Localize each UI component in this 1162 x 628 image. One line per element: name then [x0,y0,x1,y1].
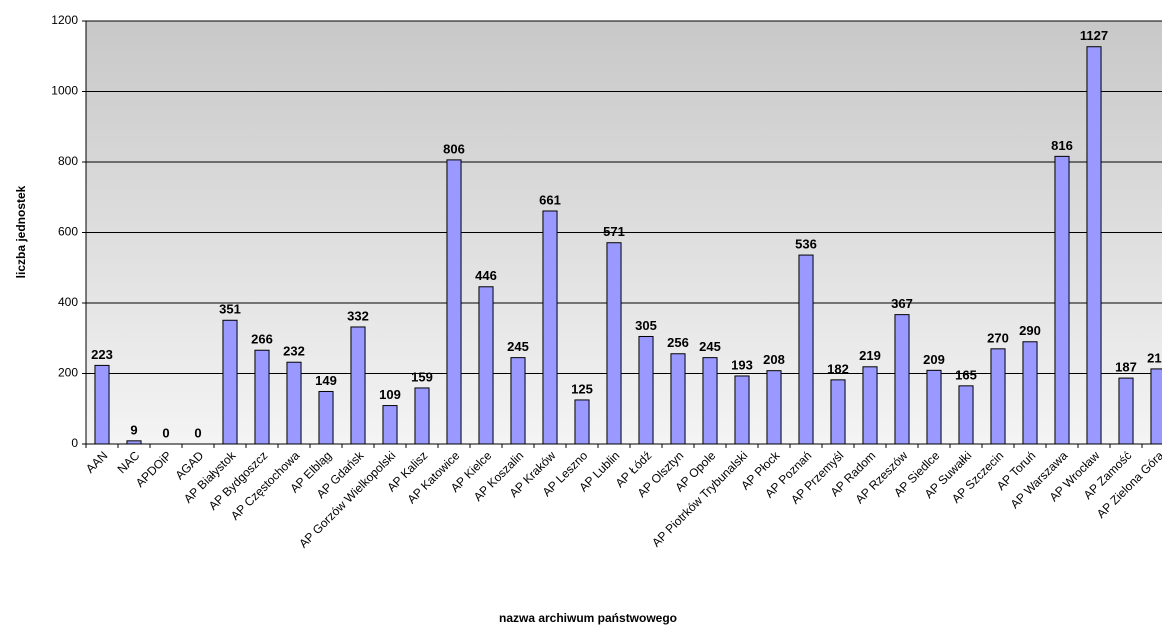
value-label: 213 [1147,350,1162,365]
value-label: 245 [699,339,721,354]
value-label: 270 [987,330,1009,345]
bar [1022,341,1038,445]
value-label: 571 [603,224,625,239]
y-tick-label: 1200 [51,13,78,27]
value-label: 446 [475,268,497,283]
bar [382,405,398,445]
value-label: 816 [1051,138,1073,153]
y-tick-label: 200 [58,366,78,380]
bar [478,286,494,445]
value-label: 351 [219,302,241,317]
bar [958,385,974,445]
bar [862,366,878,445]
y-tick-label: 400 [58,295,78,309]
value-label: 219 [859,348,881,363]
value-label: 208 [763,352,785,367]
x-tick-label: AAN [83,448,110,475]
bar [414,387,430,445]
y-axis-title: liczba jednostek [14,185,28,278]
value-label: 245 [507,339,529,354]
x-tick-label: NAC [115,448,143,476]
value-label: 109 [379,387,401,402]
bar [670,353,686,445]
value-label: 305 [635,318,657,333]
bar [1150,368,1162,445]
bar [222,319,238,445]
value-label: 661 [539,192,561,207]
bar [446,159,462,445]
value-label: 182 [827,361,849,376]
value-label: 0 [194,425,201,440]
bar [990,348,1006,445]
value-label: 332 [347,308,369,323]
bar [286,361,302,445]
value-label: 232 [283,344,305,359]
bar [766,370,782,445]
bar [830,379,846,445]
value-label: 223 [91,347,113,362]
x-tick-label: APDOiP [133,448,174,489]
bar [606,242,622,445]
bar [350,326,366,445]
value-label: 159 [411,369,433,384]
value-label: 256 [667,335,689,350]
bar [510,357,526,445]
bar [734,375,750,445]
value-label: 9 [130,422,137,437]
y-tick-label: 0 [71,436,78,450]
bar [1118,377,1134,445]
value-label: 149 [315,373,337,388]
bar [254,349,270,445]
bar [798,254,814,445]
x-axis-title: nazwa archiwum państwowego [499,611,677,625]
y-tick-label: 600 [58,225,78,239]
bar [574,399,590,445]
value-label: 165 [955,367,977,382]
value-label: 125 [571,381,593,396]
y-tick-label: 1000 [51,84,78,98]
value-label: 266 [251,332,273,347]
bar [926,369,942,445]
bar [638,335,654,445]
value-label: 806 [443,141,465,156]
bar [894,314,910,445]
y-tick-label: 800 [58,154,78,168]
bar [94,364,110,445]
bar [542,210,558,445]
value-label: 1127 [1080,28,1108,43]
bar [1086,46,1102,445]
value-label: 0 [162,425,169,440]
value-label: 290 [1019,323,1041,338]
value-label: 367 [891,296,913,311]
value-label: 536 [795,236,817,251]
bar [318,390,334,445]
value-label: 209 [923,352,945,367]
value-label: 193 [731,357,753,372]
bar [1054,155,1070,445]
value-label: 187 [1115,360,1137,375]
bar [702,357,718,445]
